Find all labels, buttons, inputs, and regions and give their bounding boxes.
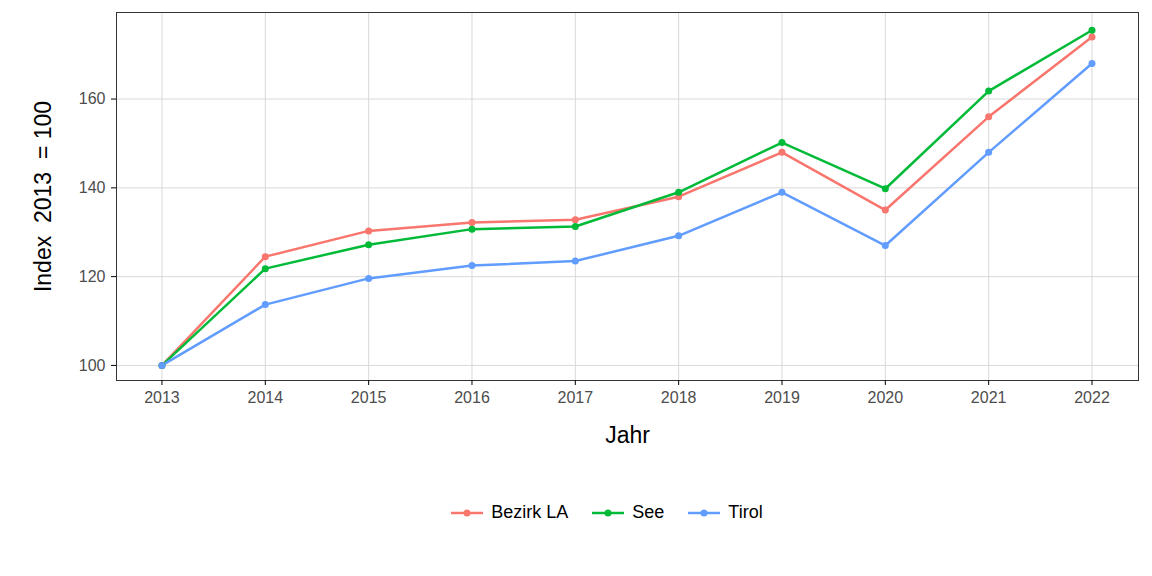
svg-text:2018: 2018 [661,389,697,406]
svg-text:2020: 2020 [868,389,904,406]
svg-text:2021: 2021 [971,389,1007,406]
svg-text:2016: 2016 [454,389,490,406]
svg-text:140: 140 [79,179,106,196]
svg-text:Jahr: Jahr [605,422,650,448]
html-text:Tirol: Tirol [728,502,763,522]
html-text:Bezirk LA: Bezirk LA [491,502,569,522]
svg-text:100: 100 [79,357,106,374]
svg-text:2022: 2022 [1074,389,1110,406]
svg-text:2014: 2014 [248,389,284,406]
html-text:See: See [632,502,665,522]
svg-text:160: 160 [79,90,106,107]
svg-text:Index 2013 = 100: Index 2013 = 100 [30,101,56,292]
svg-text:2017: 2017 [558,389,594,406]
svg-text:2015: 2015 [351,389,387,406]
svg-text:2019: 2019 [764,389,800,406]
svg-text:120: 120 [79,268,106,285]
svg-text:2013: 2013 [144,389,180,406]
